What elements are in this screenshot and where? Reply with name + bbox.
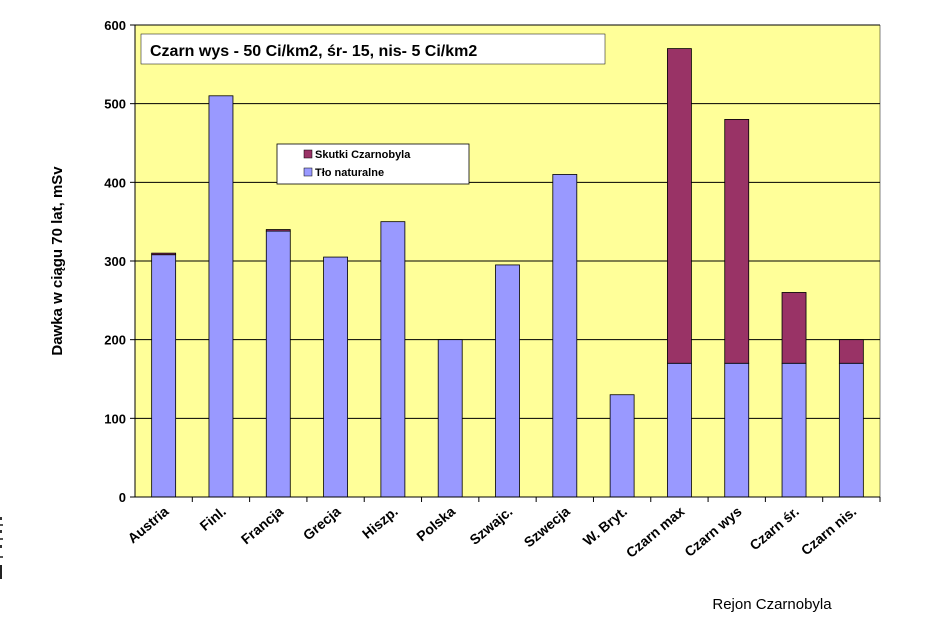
legend-swatch-skutki (303, 149, 313, 159)
x-tick-label: Francja (238, 503, 287, 547)
bar-tlo (552, 174, 578, 498)
bar-skutki (781, 292, 807, 364)
bar-tlo (208, 95, 234, 498)
legend-swatch-tlo (303, 167, 313, 177)
x-tick-label: Czarn nis. (798, 503, 860, 558)
y-axis-label: Dawka w ciągu 70 lat, mSv (49, 166, 66, 356)
bar-tlo (838, 362, 864, 498)
x-tick-label: Czarn śr. (746, 503, 802, 553)
y-tick-label: 0 (119, 490, 126, 505)
y-tick-labels: 0 100 200 300 400 500 600 (104, 18, 126, 505)
x-axis-label: Rejon Czarnobyla (712, 596, 832, 613)
bar-tlo (380, 221, 406, 498)
y-tick-label: 500 (104, 97, 126, 112)
bar-tlo (437, 339, 463, 498)
y-tick-label: 300 (104, 254, 126, 269)
x-tick-label: Czarn wys (681, 503, 744, 560)
bar-tlo (667, 362, 692, 498)
y-tick-label: 600 (104, 18, 126, 33)
x-tick-label: Czarn max (623, 503, 688, 561)
bar-skutki (724, 119, 750, 364)
x-tick-labels: Austria Finl. Francja Grecja Hiszp. Polska Szw… (124, 503, 859, 561)
x-tick-label: Polska (413, 503, 458, 544)
bar-skutki (667, 48, 692, 364)
x-tick-label: Grecja (300, 503, 344, 543)
bar-skutki (838, 339, 864, 364)
bar-tlo (265, 230, 291, 498)
x-tick-label: Szwecja (521, 503, 573, 550)
left-edge-artifact (0, 517, 3, 579)
x-tick-label: Finl. (197, 503, 229, 534)
x-tick-label: W. Bryt. (580, 503, 630, 549)
bar-skutki (151, 252, 177, 256)
bar-tlo (151, 254, 177, 498)
legend: Skutki Czarnobyla Tło naturalne (276, 143, 470, 185)
x-tick-label: Austria (124, 503, 171, 546)
bars (151, 48, 864, 498)
x-tick-label: Hiszp. (359, 503, 401, 542)
bar-tlo (495, 264, 520, 498)
axes (130, 24, 881, 502)
legend-label-tlo: Tło naturalne (315, 167, 384, 179)
x-tick-label: Szwajc. (466, 503, 515, 548)
legend-label-skutki: Skutki Czarnobyla (315, 149, 411, 161)
chart-title: Czarn wys - 50 Ci/km2, śr- 15, nis- 5 Ci… (150, 43, 477, 60)
y-tick-label: 200 (104, 333, 126, 348)
bar-skutki (265, 229, 291, 232)
bar-tlo (323, 256, 348, 498)
bar-tlo (781, 362, 807, 498)
y-tick-label: 400 (104, 175, 126, 190)
bar-tlo (609, 394, 635, 498)
chart-title-box: Czarn wys - 50 Ci/km2, śr- 15, nis- 5 Ci… (140, 33, 606, 65)
bar-tlo (724, 362, 750, 498)
y-tick-label: 100 (104, 411, 126, 426)
